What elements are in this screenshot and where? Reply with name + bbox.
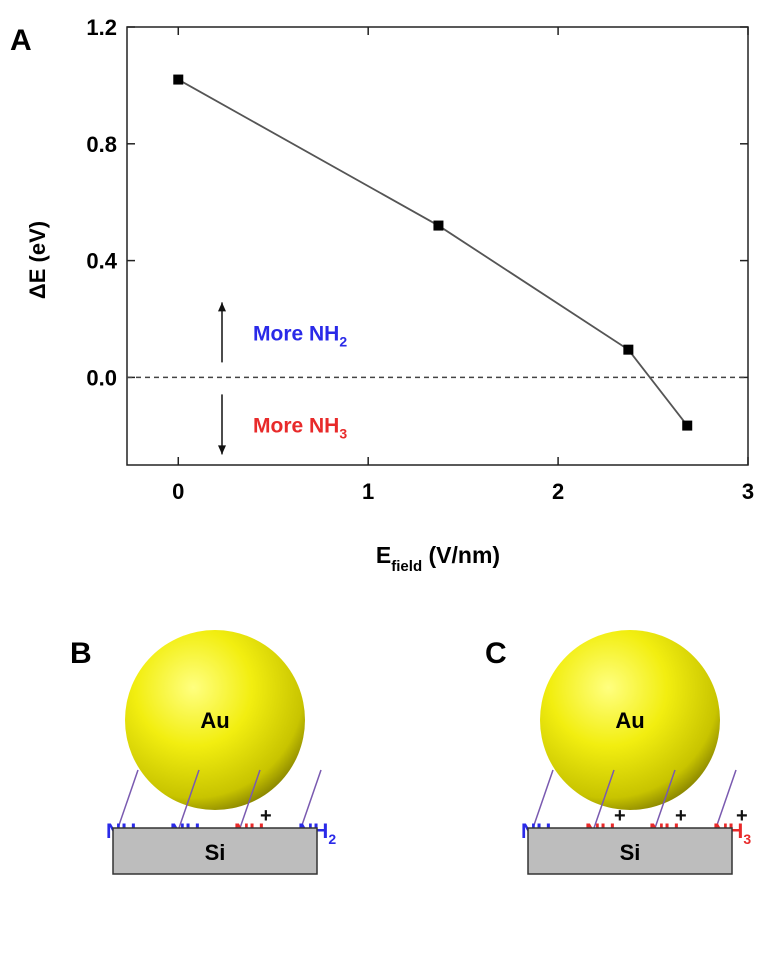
particle-label: Au xyxy=(615,708,644,733)
series-line xyxy=(178,80,687,426)
plot-frame xyxy=(127,27,748,465)
charge: + xyxy=(736,805,748,827)
y-tick-label: 0.8 xyxy=(86,132,117,157)
x-label-sub: field xyxy=(391,558,422,575)
charge: + xyxy=(260,805,272,827)
y-axis-label: ΔE (eV) xyxy=(25,221,50,299)
chain-sub: 3 xyxy=(743,831,751,847)
y-tick-label: 0.4 xyxy=(86,249,117,274)
annotation: More NH2 xyxy=(253,322,347,349)
substrate-label: Si xyxy=(205,840,226,865)
particle-label: Au xyxy=(200,708,229,733)
x-tick-label: 0 xyxy=(172,479,184,504)
charge: + xyxy=(614,805,626,827)
data-point xyxy=(623,345,633,355)
figure: A ΔE (eV) Efield (V/nm) 0.0 0.4 0.8 1.2 0 1 2 3… xyxy=(0,0,757,962)
annotation-text: More NH xyxy=(253,414,339,437)
y-tick-label: 0.0 xyxy=(86,365,117,390)
x-axis-label: Efield (V/nm) xyxy=(376,542,500,575)
charge: + xyxy=(675,805,687,827)
x-label-main: E xyxy=(376,542,391,568)
panel-label: A xyxy=(10,24,32,57)
annotation-sub: 2 xyxy=(339,333,347,349)
data-point xyxy=(682,421,692,431)
annotation-sub: 3 xyxy=(339,425,347,441)
x-tick-label: 3 xyxy=(742,479,754,504)
x-tick-label: 2 xyxy=(552,479,564,504)
data-point xyxy=(173,75,183,85)
arrow-head xyxy=(218,445,226,454)
annotation-text: More NH xyxy=(253,322,339,345)
substrate-label: Si xyxy=(620,840,641,865)
x-tick-label: 1 xyxy=(362,479,374,504)
chain-sub: 2 xyxy=(328,831,336,847)
data-point xyxy=(433,221,443,231)
panel-label: B xyxy=(70,637,92,670)
x-label-rest: (V/nm) xyxy=(422,542,500,568)
annotation: More NH3 xyxy=(253,414,347,441)
panel-label: C xyxy=(485,637,507,670)
y-tick-label: 1.2 xyxy=(86,15,117,40)
arrow-head xyxy=(218,302,226,311)
